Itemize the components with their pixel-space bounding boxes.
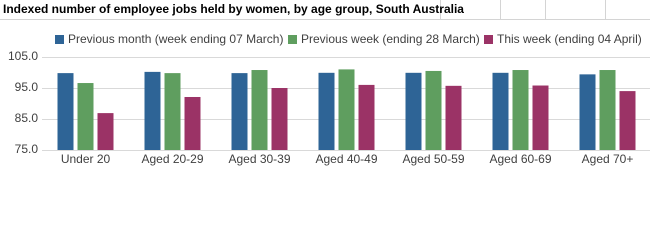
bar (512, 70, 529, 150)
bar (579, 74, 596, 150)
bar (231, 73, 248, 150)
legend-swatch (288, 35, 297, 44)
bar (97, 113, 114, 150)
title-cell (0, 0, 438, 19)
bar (271, 88, 288, 150)
x-tick-label: Aged 40-49 (315, 152, 377, 166)
legend-swatch (484, 35, 493, 44)
chart-title: Indexed number of employee jobs held by … (3, 2, 464, 16)
bar (251, 70, 268, 150)
x-tick-label: Aged 50-59 (402, 152, 464, 166)
legend-label: Previous month (week ending 07 March) (68, 32, 283, 46)
y-tick-label: 105.0 (8, 49, 38, 63)
legend-swatch (55, 35, 64, 44)
x-tick-label: Aged 30-39 (228, 152, 290, 166)
bar (619, 91, 636, 150)
bar (599, 70, 616, 150)
bar (318, 72, 335, 150)
y-tick-label: 85.0 (15, 111, 39, 125)
bar (358, 84, 375, 150)
bar (57, 73, 74, 150)
bar (144, 71, 161, 150)
bar (77, 83, 94, 150)
y-tick-label: 95.0 (15, 80, 39, 94)
x-tick-label: Aged 70+ (582, 152, 634, 166)
legend-label: Previous week (ending 28 March) (301, 32, 480, 46)
bar (405, 72, 422, 150)
bar (532, 85, 549, 150)
bar (184, 96, 201, 150)
x-tick-label: Aged 20-29 (141, 152, 203, 166)
bar (164, 73, 181, 150)
y-tick-label: 75.0 (15, 142, 39, 156)
bar (338, 69, 355, 150)
bar (492, 72, 509, 150)
chart: Indexed number of employee jobs held by … (0, 0, 650, 166)
legend-label: This week (ending 04 April) (497, 32, 642, 46)
x-tick-label: Aged 60-69 (489, 152, 551, 166)
bar (425, 70, 442, 150)
bar (445, 85, 462, 150)
x-tick-label: Under 20 (61, 152, 111, 166)
